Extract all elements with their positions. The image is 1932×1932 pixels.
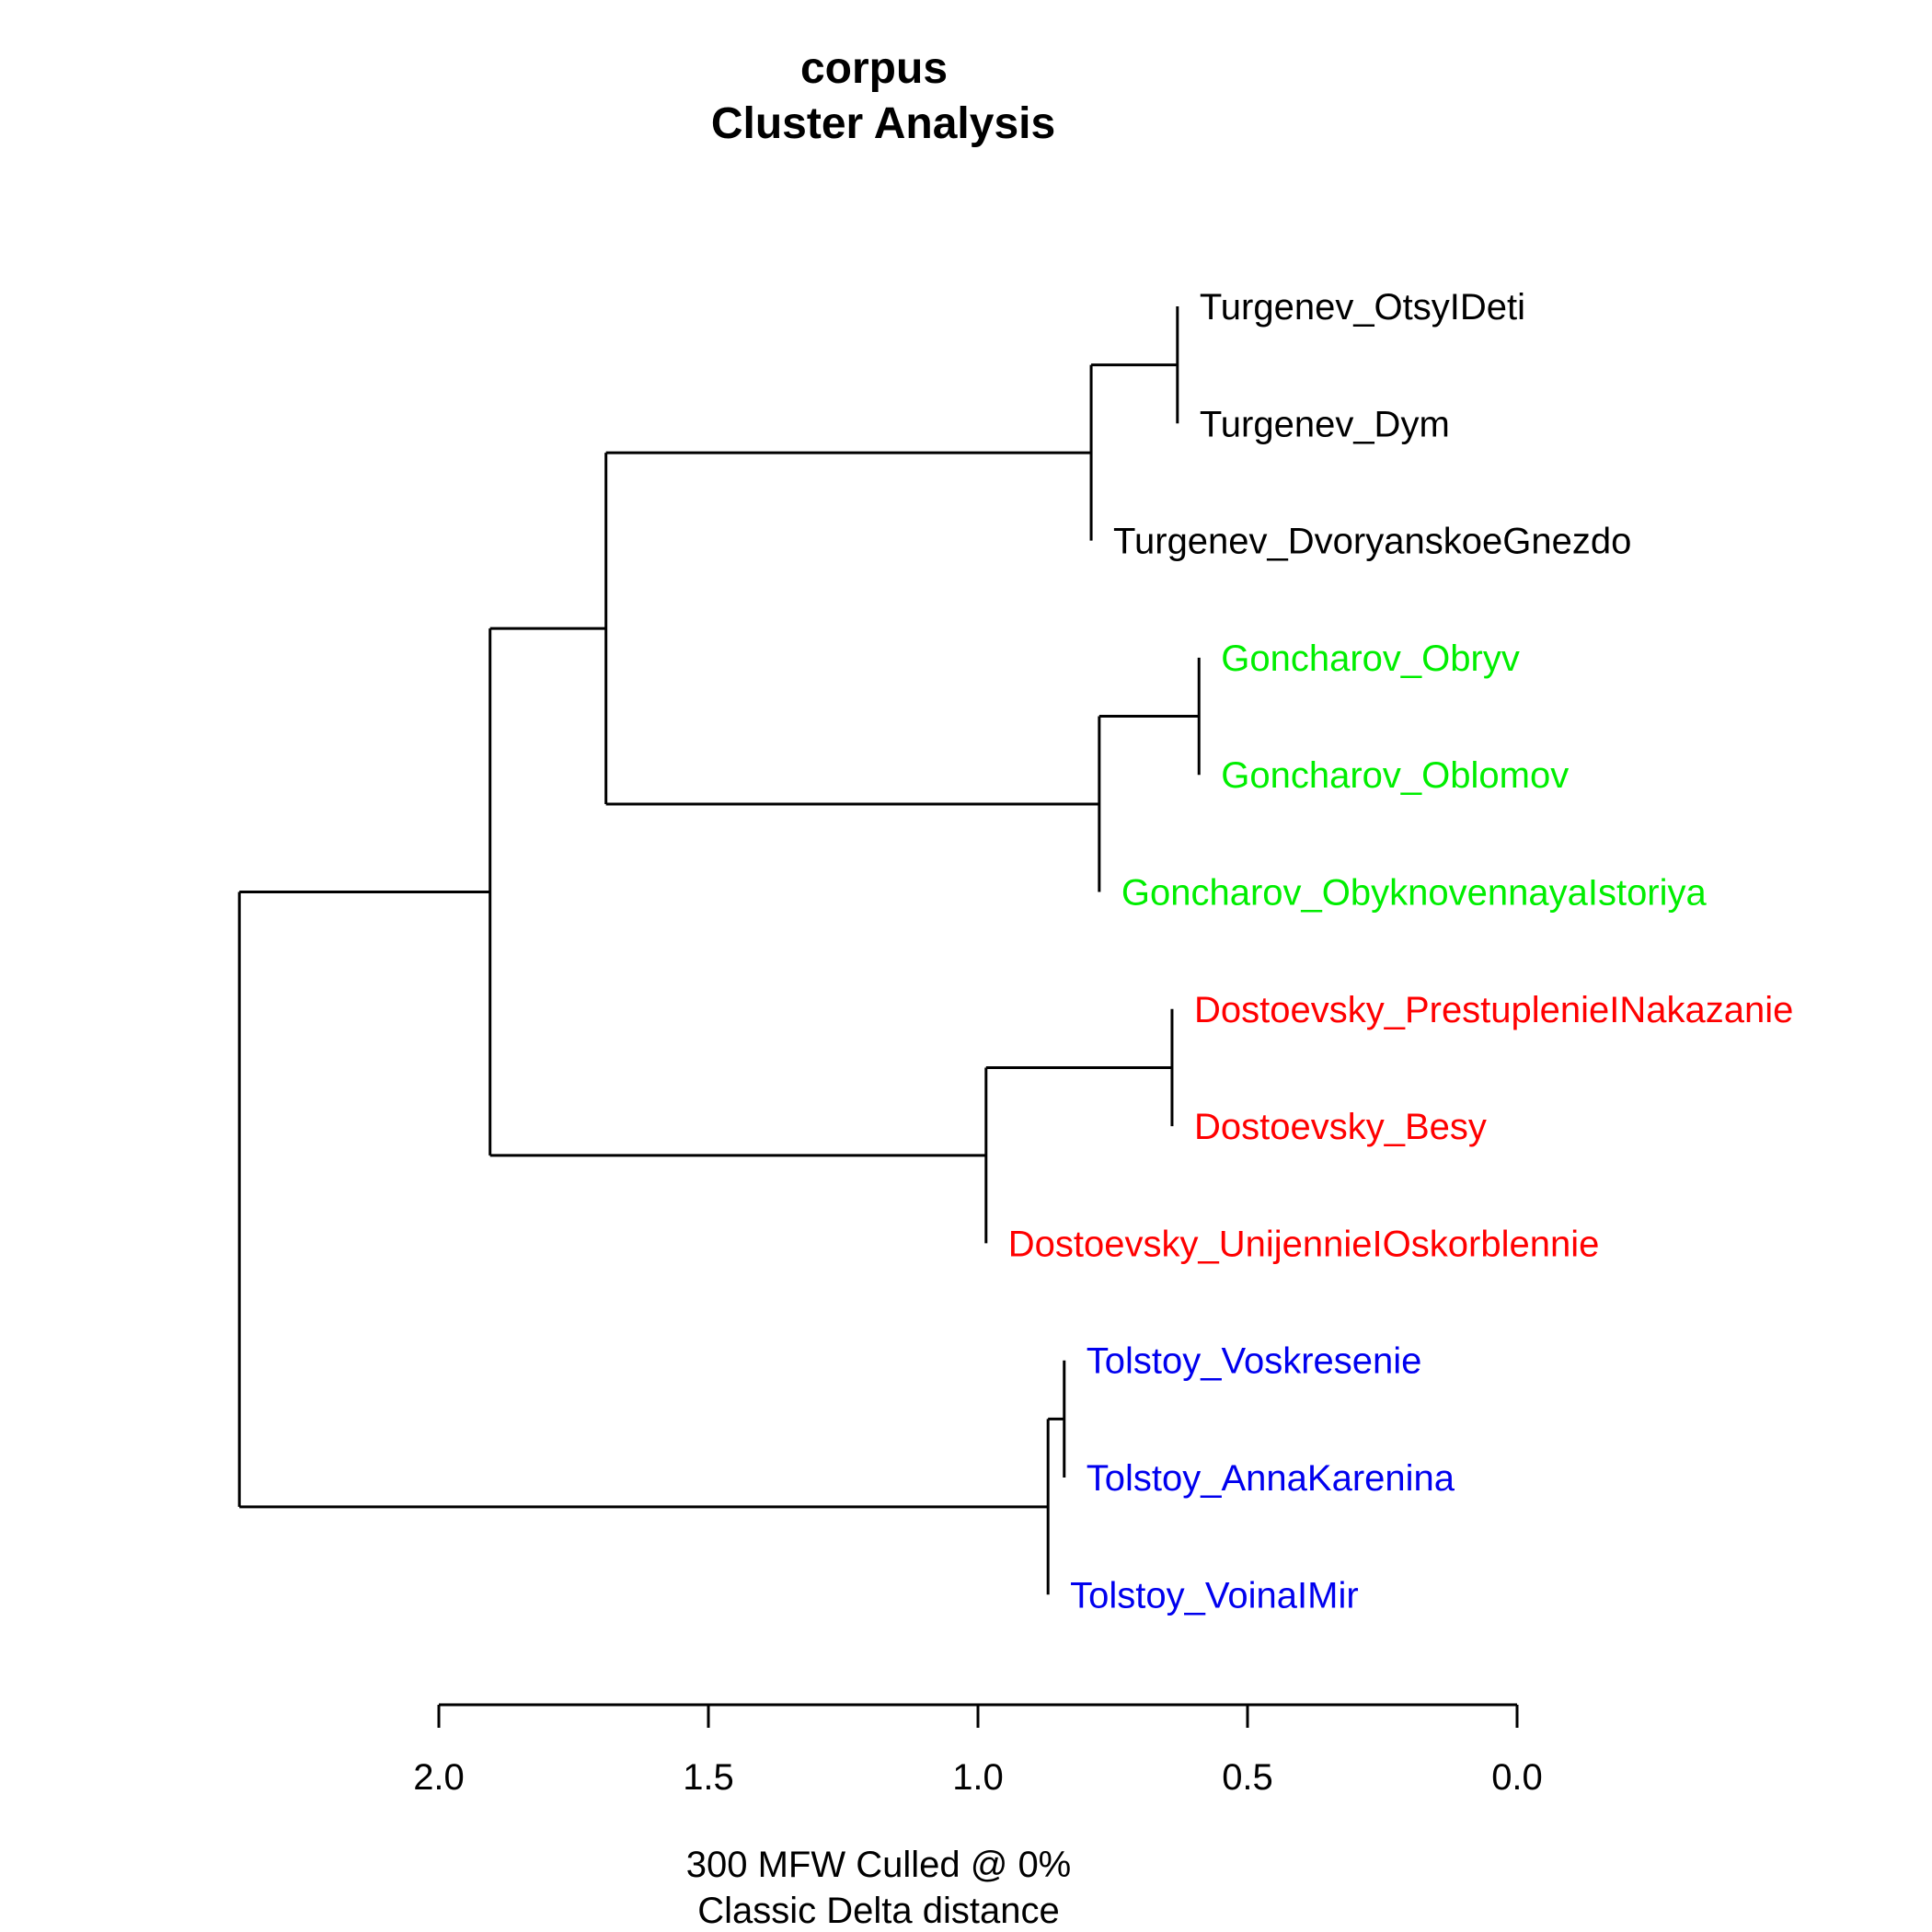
axis-tick-label: 0.0 bbox=[1491, 1757, 1543, 1798]
leaf-label: Turgenev_Dym bbox=[1200, 404, 1450, 444]
leaf-label: Dostoevsky_PrestuplenieINakazanie bbox=[1194, 990, 1793, 1030]
dendrogram-branches bbox=[237, 306, 1201, 1595]
leaf-label: Tolstoy_AnnaKarenina bbox=[1087, 1458, 1455, 1499]
leaf-label: Turgenev_OtsyIDeti bbox=[1200, 287, 1525, 328]
leaf-label: Goncharov_Oblomov bbox=[1221, 755, 1569, 796]
axis-caption: 300 MFW Culled @ 0% Classic Delta distan… bbox=[686, 1845, 1072, 1931]
leaf-label: Goncharov_ObyknovennayaIstoriya bbox=[1121, 873, 1708, 914]
distance-axis: 2.0 1.5 1.0 0.5 0.0 bbox=[413, 1703, 1543, 1798]
leaf-label: Tolstoy_VoinaIMir bbox=[1070, 1575, 1358, 1616]
leaf-labels: Turgenev_OtsyIDeti Turgenev_Dym Turgenev_D… bbox=[1008, 287, 1794, 1616]
leaf-label: Tolstoy_Voskresenie bbox=[1087, 1341, 1422, 1382]
title-line-1: corpus bbox=[800, 44, 948, 93]
axis-tick-label: 2.0 bbox=[413, 1757, 465, 1798]
axis-tick-label: 0.5 bbox=[1222, 1757, 1273, 1798]
leaf-label: Dostoevsky_UnijennieIOskorblennie bbox=[1008, 1224, 1600, 1264]
leaf-label: Goncharov_Obryv bbox=[1221, 638, 1520, 679]
leaf-label: Turgenev_DvoryanskoeGnezdo bbox=[1113, 522, 1631, 562]
plot-title: corpus Cluster Analysis bbox=[711, 44, 1055, 148]
caption-line-2: Classic Delta distance bbox=[697, 1891, 1060, 1931]
title-line-2: Cluster Analysis bbox=[711, 99, 1055, 148]
axis-tick-label: 1.0 bbox=[952, 1757, 1004, 1798]
caption-line-1: 300 MFW Culled @ 0% bbox=[686, 1845, 1072, 1885]
leaf-label: Dostoevsky_Besy bbox=[1194, 1107, 1487, 1147]
axis-tick-label: 1.5 bbox=[683, 1757, 734, 1798]
